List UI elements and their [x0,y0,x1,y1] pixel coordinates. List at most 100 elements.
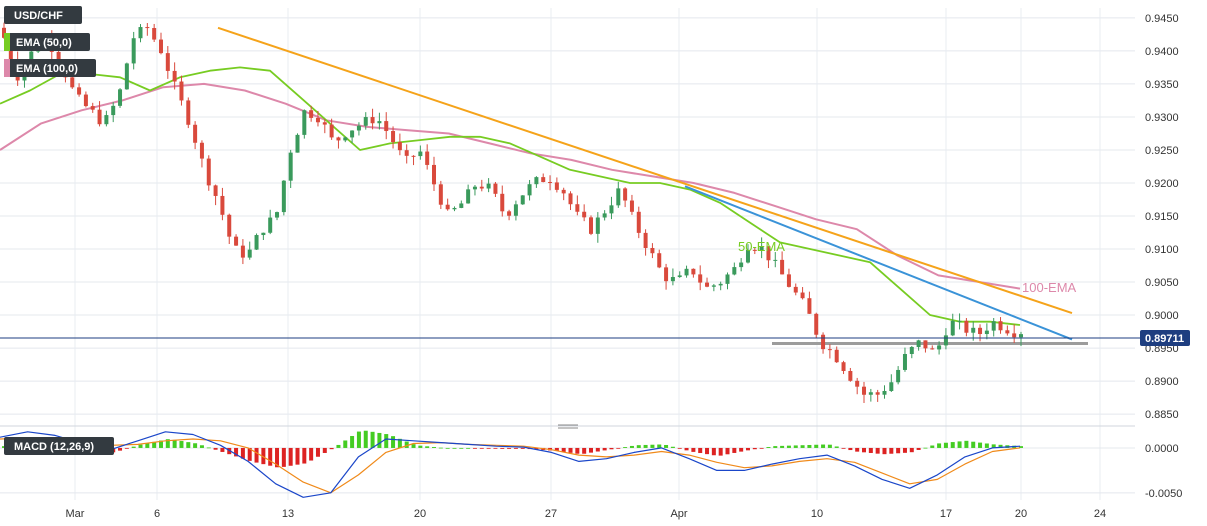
macd-hist-bar [711,447,716,456]
resistance-trendline-blue [684,185,1073,341]
candle-body [780,259,785,275]
macd-hist-bar [602,447,607,451]
macd-hist-bar [193,443,198,448]
macd-histogram [2,430,1023,468]
candle-body [691,268,696,275]
candle-body [937,345,942,350]
candle-body [138,27,143,39]
candle-body [752,249,757,251]
macd-hist-bar [930,445,935,448]
macd-hist-bar [206,447,211,449]
candle-body [957,320,962,322]
macd-hist-bar [234,447,239,457]
macd-hist-bar [821,444,826,448]
candle-body [425,151,430,165]
candle-body [827,349,832,351]
candle-body [247,249,252,258]
candle-body [322,122,327,125]
candle-body [83,94,88,107]
macd-hist-bar [329,447,334,450]
candle-body [711,285,716,287]
macd-hist-bar [384,434,389,448]
macd-hist-bar [534,447,539,450]
candle-body [991,321,996,331]
macd-hist-bar [664,444,669,448]
macd-hist-bar [391,436,396,448]
candle-body [848,370,853,381]
candle-body [998,321,1003,331]
macd-hist-bar [513,447,518,449]
candle-body [145,27,150,29]
candle-body [77,87,82,95]
macd-hist-bar [752,447,757,450]
macd-hist-bar [670,446,675,448]
candle-body [616,188,621,206]
macd-hist-bar [438,447,443,449]
legend-badge-ema50 [4,33,90,51]
macd-hist-bar [350,436,355,448]
macd-hist-bar [493,447,498,449]
macd-hist-bar [766,446,771,448]
candle-body [588,217,593,234]
candle-body [739,262,744,268]
macd-hist-bar [179,441,184,448]
candle-body [384,121,389,132]
candle-body [97,109,102,125]
macd-hist-bar [520,447,525,449]
candle-body [814,313,819,335]
ema100-line-group [0,82,1021,290]
macd-hist-bar [978,442,983,448]
candle-body [363,117,368,126]
macd-hist-bar [554,447,559,452]
macd-hist-bar [705,447,710,455]
candle-body [909,346,914,354]
macd-hist-bar [268,447,273,466]
candle-body [397,142,402,151]
macd-hist-bar [377,432,382,448]
candle-body [868,392,873,395]
macd-hist-bar [595,447,600,452]
macd-y-tick-label: 0.0000 [1145,443,1179,455]
resistance-trendline-orange [217,26,1073,315]
candle-body [841,362,846,371]
candle-body [582,211,587,218]
y-tick-label: 0.9250 [1145,145,1179,157]
macd-hist-bar [643,444,648,448]
candle-body [124,63,129,90]
candle-body [889,382,894,391]
candle-body [288,152,293,181]
candle-body [158,39,163,54]
candle-body [302,110,307,135]
candle-body [315,117,320,123]
macd-hist-bar [916,447,921,450]
macd-hist-bar [650,444,655,448]
candle-body [541,177,546,183]
macd-hist-bar [404,441,409,448]
macd-hist-bar [943,442,948,448]
pane-resize-handle[interactable] [558,424,578,429]
candle-body [472,186,477,190]
candle-body [411,155,416,157]
macd-hist-bar [684,447,689,451]
candle-body [479,186,484,189]
macd-hist-bar [445,447,450,449]
macd-hist-bar [998,444,1003,448]
macd-hist-bar [452,447,457,449]
x-tick-label: 17 [940,508,952,520]
candle-body [807,298,812,314]
macd-hist-bar [281,447,286,467]
x-tick-label: Apr [670,508,687,520]
candle-body [391,131,396,143]
macd-hist-bar [677,447,682,449]
macd-grid [0,447,1135,494]
macd-hist-bar [152,441,157,448]
candle-body [404,150,409,156]
candle-body [595,217,600,234]
macd-hist-bar [186,442,191,448]
candle-body [821,334,826,350]
ema100-annotation: 100-EMA [1022,280,1077,295]
candle-body [227,214,232,237]
macd-hist-bar [759,447,764,449]
x-axis: Mar 6 13 20 27 Apr 10 17 20 24 [66,508,1107,520]
macd-hist-bar [588,447,593,453]
